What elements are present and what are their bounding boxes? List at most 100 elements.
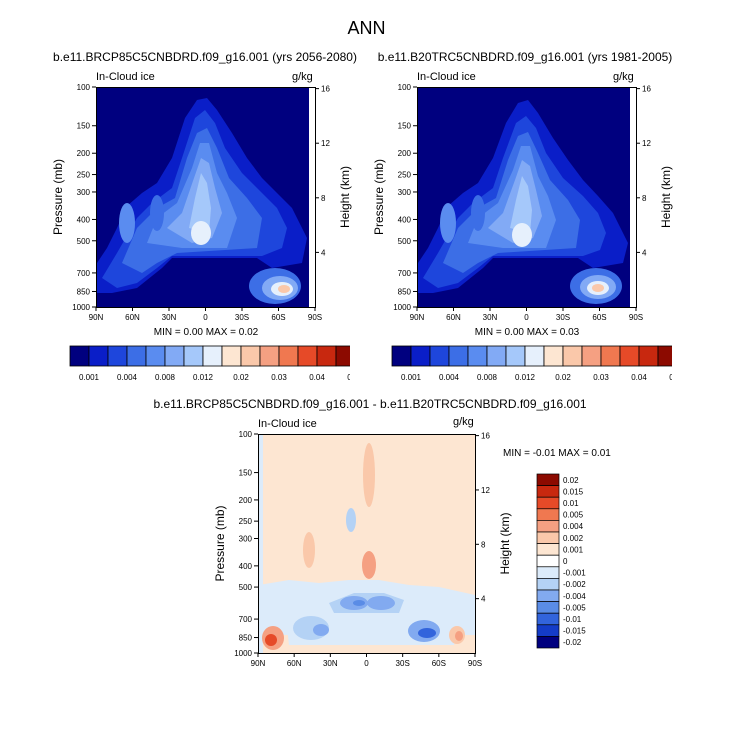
colorbar-panel2-label: 0.008 [477, 373, 498, 382]
panel3-left-label: In-Cloud ice [258, 418, 317, 430]
colorbar-panel3-swatch [536, 624, 560, 637]
colorbar-panel2-swatch [505, 345, 526, 367]
colorbar-panel2-swatch [524, 345, 545, 367]
colorbar-panel2-swatch [619, 345, 640, 367]
colorbar-panel1-label: 0.05 [347, 373, 350, 382]
panel3-contour-field [259, 435, 475, 653]
panel1-xtick-label: 0 [203, 313, 208, 322]
panel1-plot-area [96, 87, 316, 308]
panel2-ytick-label: 100 [398, 83, 412, 92]
panel3-xtick-label: 90S [468, 659, 482, 668]
panel1-ytick-label: 150 [77, 122, 91, 131]
panel3-y2tick-label: 4 [481, 595, 486, 604]
colorbar-panel1: 0.001 0.004 0.008 0.012 0.02 0.03 0.04 0.05 [69, 345, 350, 382]
panel3-y2label: Height (km) [498, 512, 512, 574]
panel1-ytick-label: 300 [77, 188, 91, 197]
colorbar-panel2-swatch [391, 345, 412, 367]
panel3-xtick-label: 60N [287, 659, 302, 668]
colorbar-panel2-swatch [429, 345, 450, 367]
panel2-plot-area [417, 87, 637, 308]
panel1-y2tick-label: 16 [321, 85, 330, 94]
colorbar-panel3-swatch [536, 566, 560, 579]
panel2-xtick-label: 60S [592, 313, 606, 322]
panel2-xtick-label: 90N [410, 313, 425, 322]
colorbar-panel3: 0.02 0.015 0.01 0.005 0.004 0.002 0.001 0 -0.001… [536, 473, 586, 649]
panel1-ytick-label: 100 [77, 83, 91, 92]
page-title: ANN [347, 18, 386, 38]
panel2-ytick-label: 700 [398, 269, 412, 278]
panel3-title: b.e11.BRCP85C5CNBDRD.f09_g16.001 - b.e11… [153, 397, 587, 411]
colorbar-panel2-swatch [562, 345, 583, 367]
colorbar-panel3-label: 0.02 [563, 476, 579, 485]
panel2-ytick-label: 150 [398, 122, 412, 131]
colorbar-panel1-swatch [316, 345, 337, 367]
panel3-ytick-label: 200 [239, 496, 253, 505]
panel1-xtick-label: 30N [162, 313, 177, 322]
colorbar-panel3-swatch [536, 520, 560, 533]
panel3-xtick-label: 30N [323, 659, 338, 668]
colorbar-panel3-swatch [536, 589, 560, 602]
colorbar-panel2-swatch [410, 345, 431, 367]
colorbar-panel3-swatch [536, 473, 560, 486]
colorbar-panel3-label: -0.001 [563, 569, 586, 578]
panel2-y2tick-label: 4 [642, 248, 647, 257]
colorbar-panel3-label: 0.005 [563, 511, 584, 520]
colorbar-panel2-label: 0.02 [555, 373, 571, 382]
colorbar-panel3-swatch [536, 496, 560, 510]
colorbar-panel3-label: -0.004 [563, 592, 586, 601]
panel3-ytick-label: 850 [239, 634, 253, 643]
colorbar-panel2-swatch [448, 345, 469, 367]
colorbar-panel1-swatch [183, 345, 204, 367]
panel3-ylabel: Pressure (mb) [213, 505, 227, 581]
colorbar-panel3-swatch [536, 601, 560, 614]
panel1-ytick-label: 500 [77, 237, 91, 246]
colorbar-panel3-label: 0.001 [563, 545, 584, 554]
panel1-axes: 100 150 200 250 300 400 500 700 850 1000 16 12 8 4 90N… [51, 83, 352, 322]
colorbar-panel1-swatch [221, 345, 242, 367]
colorbar-panel1-swatch [145, 345, 166, 367]
panel2-xtick-label: 60N [446, 313, 461, 322]
colorbar-panel1-swatch [297, 345, 318, 367]
panel2-y2label: Height (km) [659, 166, 673, 228]
panel2-xtick-label: 90S [629, 313, 643, 322]
panel2-ytick-label: 850 [398, 287, 412, 296]
colorbar-panel2-label: 0.03 [593, 373, 609, 382]
panel3-ytick-label: 150 [239, 469, 253, 478]
colorbar-panel1-swatch [278, 345, 299, 367]
colorbar-panel2-swatch [467, 345, 488, 367]
colorbar-panel3-swatch [536, 531, 560, 544]
panel3-stats: MIN = -0.01 MAX = 0.01 [503, 448, 611, 459]
panel2-ylabel: Pressure (mb) [372, 159, 386, 235]
panel1-y2tick-label: 4 [321, 248, 326, 257]
panel3-plot-area [258, 434, 476, 654]
colorbar-panel2-label: 0.05 [669, 373, 672, 382]
panel3-ytick-label: 300 [239, 534, 253, 543]
colorbar-panel3-label: -0.002 [563, 580, 586, 589]
colorbar-panel3-label: 0 [563, 557, 568, 566]
colorbar-panel3-label: -0.005 [563, 603, 586, 612]
colorbar-panel1-swatch [335, 345, 350, 367]
panel3-y2tick-label: 16 [481, 432, 490, 441]
colorbar-panel1-label: 0.004 [117, 373, 138, 382]
colorbar-panel1-swatch [202, 345, 223, 367]
panel1-left-label: In-Cloud ice [96, 71, 155, 83]
colorbar-panel3-label: 0.015 [563, 487, 584, 496]
colorbar-panel1-swatch [126, 345, 147, 367]
colorbar-panel3-swatch [536, 578, 560, 591]
colorbar-panel3-swatch [536, 612, 560, 626]
panel3-y2tick-label: 12 [481, 486, 490, 495]
colorbar-panel1-label: 0.04 [309, 373, 325, 382]
colorbar-panel1-label: 0.02 [233, 373, 249, 382]
panel2-title: b.e11.B20TRC5CNBDRD.f09_g16.001 (yrs 198… [377, 50, 673, 64]
colorbar-panel1-swatch [88, 345, 109, 367]
colorbar-panel2-label: 0.012 [515, 373, 536, 382]
colorbar-panel3-swatch [536, 508, 560, 521]
panel1-xtick-label: 30S [235, 313, 249, 322]
panel1-xtick-label: 90N [89, 313, 104, 322]
colorbar-panel1-swatch [107, 345, 128, 367]
panel2-ytick-label: 500 [398, 237, 412, 246]
colorbar-panel3-swatch [536, 485, 560, 498]
panel3-xtick-label: 60S [432, 659, 446, 668]
panel2-contour-field [418, 88, 636, 307]
panel2-xtick-label: 0 [524, 313, 529, 322]
